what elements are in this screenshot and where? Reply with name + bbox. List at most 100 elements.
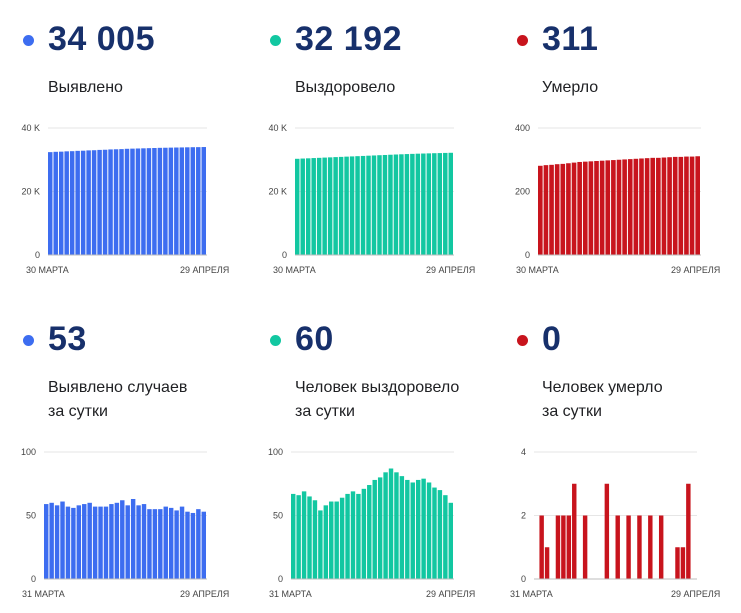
bar <box>97 149 102 255</box>
y-tick-label: 100 <box>268 447 283 457</box>
daily-recovered-label: Человек выздоровело за сутки <box>295 379 460 420</box>
bar <box>539 515 544 579</box>
y-tick-label: 20 K <box>268 187 287 197</box>
y-tick-label: 0 <box>278 574 283 584</box>
bar <box>554 164 560 255</box>
bar <box>644 158 650 255</box>
y-tick-label: 50 <box>273 511 283 521</box>
bar <box>355 156 360 255</box>
bar <box>185 511 190 579</box>
bar <box>312 500 318 579</box>
bar <box>382 154 388 255</box>
total-cases-value: 34 005 <box>48 20 155 58</box>
bar <box>633 158 639 255</box>
card-total-cases: 34 005 Выявлено <box>20 0 250 290</box>
bar <box>60 501 65 579</box>
total-recovered-value: 32 192 <box>295 20 402 58</box>
bar <box>566 515 572 579</box>
bar <box>44 504 49 579</box>
bar <box>675 547 680 579</box>
red-dot-icon <box>517 335 528 346</box>
bar <box>76 505 82 579</box>
card-daily-deaths: 0 Человек умерло за сутки <box>514 300 741 590</box>
bar <box>174 147 179 255</box>
bar <box>415 479 421 579</box>
bar <box>300 158 305 255</box>
bar <box>661 157 667 255</box>
bar <box>616 159 622 255</box>
bar <box>361 488 367 579</box>
bar <box>404 154 410 255</box>
bar <box>377 155 382 255</box>
bar <box>75 150 80 255</box>
x-end-label: 29 АПРЕЛЯ <box>426 589 475 599</box>
bar <box>179 506 185 579</box>
bar <box>611 160 616 255</box>
card-total-deaths: 311 Умерло <box>514 0 741 290</box>
bar <box>158 509 163 579</box>
bar <box>141 148 146 255</box>
total-deaths-label: Умерло <box>542 79 599 96</box>
bar <box>65 506 71 579</box>
bar <box>109 504 114 579</box>
bar <box>64 151 69 255</box>
bar <box>345 493 350 579</box>
bar <box>544 547 550 579</box>
bar <box>443 152 448 255</box>
bar <box>119 149 124 255</box>
bar <box>80 150 86 255</box>
bar <box>360 155 366 255</box>
bar <box>426 153 432 255</box>
bar <box>626 515 631 579</box>
bar <box>296 495 301 579</box>
bar <box>86 150 91 255</box>
y-tick-label: 400 <box>515 123 530 133</box>
bar <box>566 163 571 255</box>
bar <box>437 490 443 579</box>
bar <box>605 160 611 255</box>
bar <box>594 161 599 255</box>
bar <box>555 515 561 579</box>
bar <box>426 482 432 579</box>
bar <box>432 487 437 579</box>
bar <box>367 485 372 579</box>
bar <box>98 506 103 579</box>
bar <box>329 501 334 579</box>
bar <box>322 157 327 255</box>
daily-deaths-value: 0 <box>542 320 562 358</box>
x-end-label: 29 АПРЕЛЯ <box>426 265 475 275</box>
bar <box>125 505 130 579</box>
x-end-label: 29 АПРЕЛЯ <box>671 265 720 275</box>
daily-deaths-label: Человек умерло за сутки <box>542 379 663 420</box>
bar <box>377 477 383 579</box>
y-tick-label: 40 K <box>268 123 287 133</box>
bar <box>648 515 653 579</box>
bar <box>124 148 130 255</box>
bar <box>371 155 377 255</box>
bar <box>344 156 349 255</box>
bar <box>678 156 684 255</box>
bar <box>136 505 141 579</box>
bar <box>627 159 633 255</box>
bar <box>689 156 695 255</box>
bar <box>91 150 97 255</box>
bar <box>571 162 577 255</box>
x-start-label: 30 МАРТА <box>26 265 69 275</box>
bar <box>114 502 120 579</box>
bar <box>163 506 168 579</box>
bar <box>582 515 588 579</box>
bar <box>410 482 415 579</box>
bar <box>168 507 174 579</box>
x-end-label: 29 АПРЕЛЯ <box>180 589 229 599</box>
bar <box>307 496 312 579</box>
y-tick-label: 40 K <box>21 123 40 133</box>
bar <box>561 515 566 579</box>
bar <box>152 148 157 255</box>
bar <box>130 148 135 255</box>
bar <box>152 509 158 579</box>
bar <box>196 509 201 579</box>
